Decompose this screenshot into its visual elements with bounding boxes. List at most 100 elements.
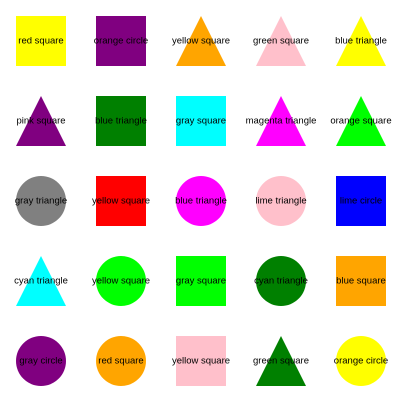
shape-label: gray circle <box>19 355 63 367</box>
grid-cell: pink square <box>16 96 66 146</box>
shape-label: magenta triangle <box>245 115 317 127</box>
square-shape <box>336 256 386 306</box>
grid-cell: cyan triangle <box>14 256 68 306</box>
square-fill <box>336 256 386 306</box>
square-fill <box>96 96 146 146</box>
grid-cell: yellow square <box>172 336 230 386</box>
square-shape <box>16 16 66 66</box>
shape-label: yellow square <box>171 35 231 47</box>
triangle-fill <box>336 96 386 146</box>
circle-shape <box>256 176 306 226</box>
shape-label: blue triangle <box>95 115 147 127</box>
shape-label: lime circle <box>339 195 383 207</box>
grid-cell: gray square <box>176 96 226 146</box>
square-shape <box>96 16 146 66</box>
grid-cell: red square <box>96 336 146 386</box>
shape-label: gray triangle <box>14 195 68 207</box>
grid-cell: yellow square <box>172 16 230 66</box>
square-shape <box>336 176 386 226</box>
circle-fill <box>96 256 146 306</box>
square-fill <box>336 176 386 226</box>
triangle-shape <box>16 256 66 306</box>
grid-cell: blue triangle <box>95 96 147 146</box>
triangle-shape <box>256 16 306 66</box>
grid-cell: blue triangle <box>335 16 387 66</box>
grid-cell: lime circle <box>336 176 386 226</box>
grid-cell: orange circle <box>93 16 149 66</box>
shape-label: red square <box>18 35 64 47</box>
circle-fill <box>176 176 226 226</box>
square-fill <box>176 336 226 386</box>
triangle-shape <box>256 336 306 386</box>
square-fill <box>176 96 226 146</box>
square-shape <box>96 96 146 146</box>
circle-shape <box>176 176 226 226</box>
shape-label: pink square <box>16 115 66 127</box>
square-shape <box>96 176 146 226</box>
shape-label: cyan triangle <box>254 275 308 287</box>
grid-cell: orange square <box>330 96 392 146</box>
triangle-fill <box>256 336 306 386</box>
circle-shape <box>96 256 146 306</box>
grid-cell: yellow square <box>92 256 150 306</box>
shape-label: orange circle <box>93 35 149 47</box>
circle-fill <box>336 336 386 386</box>
circle-fill <box>256 256 306 306</box>
shape-label: cyan triangle <box>14 275 68 287</box>
triangle-fill <box>336 16 386 66</box>
shape-label: green square <box>253 35 309 47</box>
shape-label: blue square <box>336 275 386 287</box>
shape-label: lime triangle <box>255 195 307 207</box>
shape-label: green square <box>253 355 309 367</box>
grid-cell: gray square <box>176 256 226 306</box>
square-fill <box>176 256 226 306</box>
grid-cell: gray triangle <box>14 176 68 226</box>
triangle-fill <box>16 96 66 146</box>
square-shape <box>176 256 226 306</box>
square-shape <box>176 96 226 146</box>
circle-fill <box>96 336 146 386</box>
shape-label: gray square <box>175 275 227 287</box>
square-fill <box>96 16 146 66</box>
triangle-fill <box>16 256 66 306</box>
shape-label: gray square <box>175 115 227 127</box>
triangle-shape <box>336 16 386 66</box>
circle-shape <box>336 336 386 386</box>
circle-fill <box>16 336 66 386</box>
grid-cell: blue square <box>336 256 386 306</box>
grid-cell: green square <box>253 336 309 386</box>
grid-cell: blue triangle <box>175 176 227 226</box>
triangle-fill <box>256 96 306 146</box>
square-fill <box>96 176 146 226</box>
square-fill <box>16 16 66 66</box>
circle-shape <box>256 256 306 306</box>
triangle-shape <box>336 96 386 146</box>
grid-cell: red square <box>16 16 66 66</box>
triangle-fill <box>256 16 306 66</box>
grid-cell: orange circle <box>333 336 389 386</box>
triangle-shape <box>256 96 306 146</box>
circle-shape <box>16 336 66 386</box>
circle-shape <box>16 176 66 226</box>
triangle-shape <box>16 96 66 146</box>
circle-fill <box>256 176 306 226</box>
square-shape <box>176 336 226 386</box>
shape-label: blue triangle <box>335 35 387 47</box>
triangle-shape <box>176 16 226 66</box>
shape-label: blue triangle <box>175 195 227 207</box>
shape-label: orange circle <box>333 355 389 367</box>
grid-cell: green square <box>253 16 309 66</box>
triangle-fill <box>176 16 226 66</box>
grid-cell: lime triangle <box>255 176 307 226</box>
circle-fill <box>16 176 66 226</box>
grid-cell: gray circle <box>16 336 66 386</box>
grid-cell: magenta triangle <box>246 96 316 146</box>
shape-label: yellow square <box>91 275 151 287</box>
shape-label: yellow square <box>91 195 151 207</box>
shape-label: yellow square <box>171 355 231 367</box>
shape-label: orange square <box>330 115 392 127</box>
grid-cell: yellow square <box>92 176 150 226</box>
shape-label: red square <box>98 355 144 367</box>
circle-shape <box>96 336 146 386</box>
